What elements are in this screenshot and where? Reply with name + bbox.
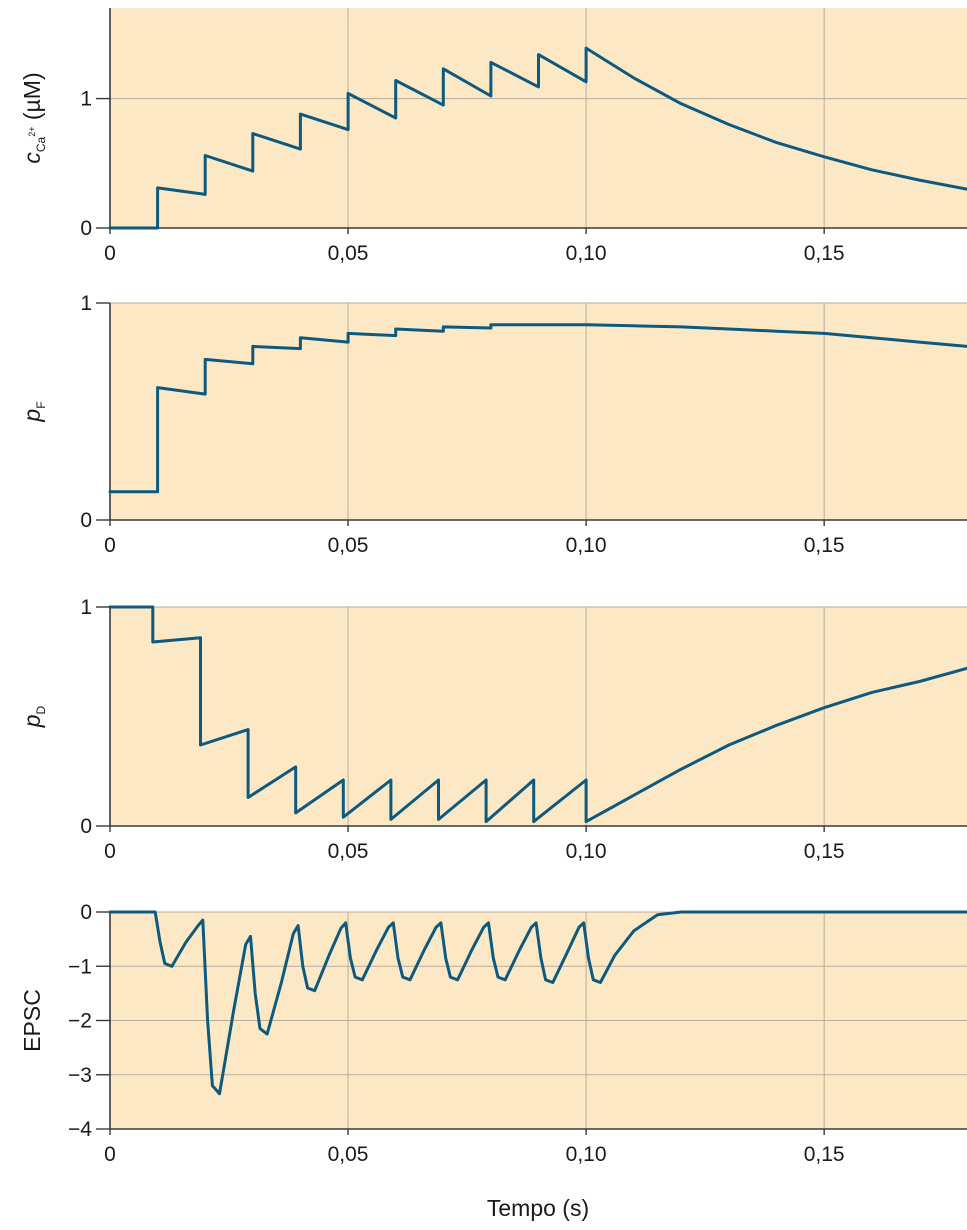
series-line [108,605,967,824]
chart-panel-2: 0 0,05 0,10 0,15 0 1 pF [19,292,967,557]
y-tick-label: 1 [80,596,92,619]
x-tick-label: 0,15 [804,840,845,863]
y-tick-label: 1 [80,292,92,315]
series-line [108,323,967,494]
x-tick-label: 0,15 [804,534,845,557]
plot-area [110,8,967,228]
x-tick-label: 0,05 [328,534,369,557]
y-tick-label: 1 [80,88,92,111]
y-axis-label: EPSC [19,989,45,1052]
y-tick-label: 0 [80,815,92,838]
x-tick-label: 0,05 [328,1143,369,1166]
chart-panel-1: 0 0,05 0,10 0,15 0 1 cCa2+ (µM) [19,8,967,265]
y-tick-label: −4 [68,1118,92,1141]
chart-panel-4: 0 0,05 0,10 0,15 0 −1 −2 −3 −4 EPSC [19,901,967,1166]
y-tick-label: −1 [68,955,92,978]
plot-area [110,607,967,826]
x-tick-label: 0 [104,534,116,557]
chart-panel-3: 0 0,05 0,10 0,15 0 1 pD [19,596,967,863]
x-tick-label: 0,05 [328,242,369,265]
y-axis-label: pF [19,401,48,422]
y-tick-label: −2 [68,1010,92,1033]
y-tick-label: 0 [80,217,92,240]
x-tick-label: 0,15 [804,1143,845,1166]
y-axis-label: pD [19,705,48,728]
y-tick-label: −3 [68,1064,92,1087]
y-tick-label: 0 [80,901,92,924]
series-line [108,46,967,230]
x-tick-label: 0,10 [566,242,607,265]
x-tick-label: 0 [104,242,116,265]
x-tick-label: 0 [104,840,116,863]
y-tick-label: 0 [80,509,92,532]
x-tick-label: 0,10 [566,534,607,557]
series-line [108,910,967,1096]
x-axis-title: Tempo (s) [487,1195,589,1221]
x-tick-label: 0,15 [804,242,845,265]
x-tick-label: 0,10 [566,840,607,863]
x-tick-label: 0,05 [328,840,369,863]
y-axis-label: cCa2+ (µM) [19,72,48,163]
x-tick-label: 0,10 [566,1143,607,1166]
x-tick-label: 0 [104,1143,116,1166]
